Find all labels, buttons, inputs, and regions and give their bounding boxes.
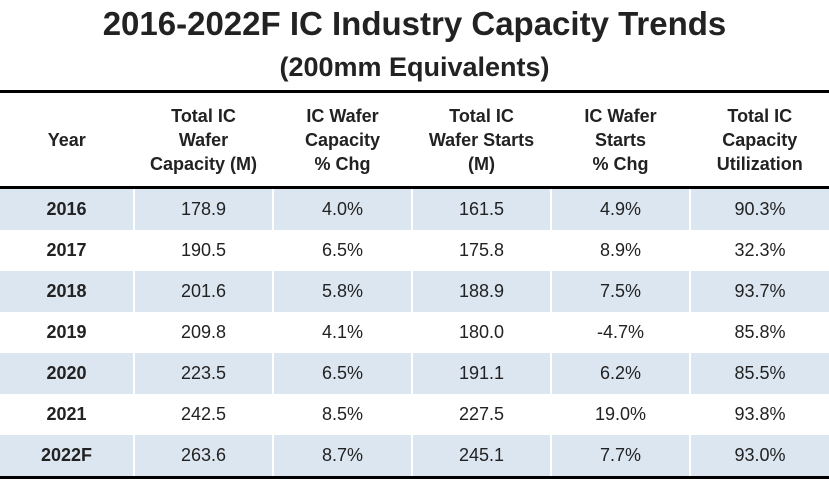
cell-utilization: 93.7% <box>689 271 829 312</box>
cell-starts-chg: 8.9% <box>550 230 690 271</box>
cell-starts-chg: 6.2% <box>550 353 690 394</box>
cell-wafer-starts: 245.1 <box>411 435 551 479</box>
cell-year: 2016 <box>0 187 134 230</box>
col-header-line: IC Wafer <box>306 105 379 126</box>
table-subtitle: (200mm Equivalents) <box>279 52 550 82</box>
cell-capacity-chg: 4.0% <box>272 187 412 230</box>
cell-capacity-chg: 8.7% <box>272 435 412 479</box>
cell-starts-chg: 7.7% <box>550 435 690 479</box>
col-header-line: % Chg <box>592 153 649 174</box>
cell-starts-chg: 7.5% <box>550 271 690 312</box>
table-row: 2019 209.8 4.1% 180.0 -4.7% 85.8% <box>0 312 829 353</box>
col-header-line: % Chg <box>314 153 371 174</box>
col-header-line: Utilization <box>716 153 803 174</box>
cell-year: 2017 <box>0 230 134 271</box>
col-header-line: (M) <box>468 153 495 174</box>
table-row: 2022F 263.6 8.7% 245.1 7.7% 93.0% <box>0 435 829 479</box>
col-header-year: Year <box>0 90 134 189</box>
col-header-line: Wafer Starts <box>428 129 535 150</box>
col-header-total-ic-wafer-capacity: Total IC Wafer Capacity (M) <box>133 90 273 189</box>
col-header-line: Wafer <box>178 129 229 150</box>
col-header-ic-wafer-capacity-chg: IC Wafer Capacity % Chg <box>272 90 412 189</box>
cell-wafer-capacity: 201.6 <box>133 271 273 312</box>
col-header-total-ic-wafer-starts: Total IC Wafer Starts (M) <box>411 90 551 189</box>
cell-wafer-starts: 188.9 <box>411 271 551 312</box>
capacity-table: Year Total IC Wafer Capacity (M) IC Wafe… <box>0 90 829 479</box>
cell-starts-chg: -4.7% <box>550 312 690 353</box>
col-header-line: Total IC <box>449 105 514 126</box>
cell-utilization: 32.3% <box>689 230 829 271</box>
cell-year: 2018 <box>0 271 134 312</box>
cell-utilization: 85.8% <box>689 312 829 353</box>
col-header-total-ic-capacity-utilization: Total IC Capacity Utilization <box>689 90 829 189</box>
cell-capacity-chg: 5.8% <box>272 271 412 312</box>
cell-year: 2021 <box>0 394 134 435</box>
cell-capacity-chg: 8.5% <box>272 394 412 435</box>
cell-capacity-chg: 6.5% <box>272 353 412 394</box>
cell-wafer-capacity: 209.8 <box>133 312 273 353</box>
table-row: 2018 201.6 5.8% 188.9 7.5% 93.7% <box>0 271 829 312</box>
cell-year: 2019 <box>0 312 134 353</box>
col-header-line: Starts <box>594 129 647 150</box>
col-header-line: Total IC <box>171 105 236 126</box>
cell-utilization: 90.3% <box>689 187 829 230</box>
cell-year: 2020 <box>0 353 134 394</box>
table-row: 2021 242.5 8.5% 227.5 19.0% 93.8% <box>0 394 829 435</box>
table-header-row: Year Total IC Wafer Capacity (M) IC Wafe… <box>0 90 829 189</box>
cell-wafer-capacity: 178.9 <box>133 187 273 230</box>
cell-capacity-chg: 6.5% <box>272 230 412 271</box>
cell-utilization: 85.5% <box>689 353 829 394</box>
cell-utilization: 93.0% <box>689 435 829 479</box>
cell-capacity-chg: 4.1% <box>272 312 412 353</box>
cell-wafer-starts: 175.8 <box>411 230 551 271</box>
col-header-line: Year <box>47 129 86 150</box>
cell-wafer-capacity: 242.5 <box>133 394 273 435</box>
col-header-line: Capacity (M) <box>149 153 257 174</box>
table-row: 2020 223.5 6.5% 191.1 6.2% 85.5% <box>0 353 829 394</box>
table-title: 2016-2022F IC Industry Capacity Trends <box>102 5 727 42</box>
cell-wafer-starts: 161.5 <box>411 187 551 230</box>
table-row: 2017 190.5 6.5% 175.8 8.9% 32.3% <box>0 230 829 271</box>
cell-wafer-starts: 191.1 <box>411 353 551 394</box>
col-header-line: Total IC <box>727 105 793 126</box>
col-header-line: Capacity <box>722 129 798 150</box>
cell-year: 2022F <box>0 435 134 479</box>
cell-starts-chg: 4.9% <box>550 187 690 230</box>
cell-wafer-capacity: 190.5 <box>133 230 273 271</box>
cell-wafer-starts: 227.5 <box>411 394 551 435</box>
cell-wafer-starts: 180.0 <box>411 312 551 353</box>
col-header-ic-wafer-starts-chg: IC Wafer Starts % Chg <box>550 90 690 189</box>
cell-utilization: 93.8% <box>689 394 829 435</box>
col-header-line: IC Wafer <box>584 105 657 126</box>
cell-wafer-capacity: 223.5 <box>133 353 273 394</box>
cell-starts-chg: 19.0% <box>550 394 690 435</box>
cell-wafer-capacity: 263.6 <box>133 435 273 479</box>
col-header-line: Capacity <box>304 129 381 150</box>
table-row: 2016 178.9 4.0% 161.5 4.9% 90.3% <box>0 187 829 230</box>
